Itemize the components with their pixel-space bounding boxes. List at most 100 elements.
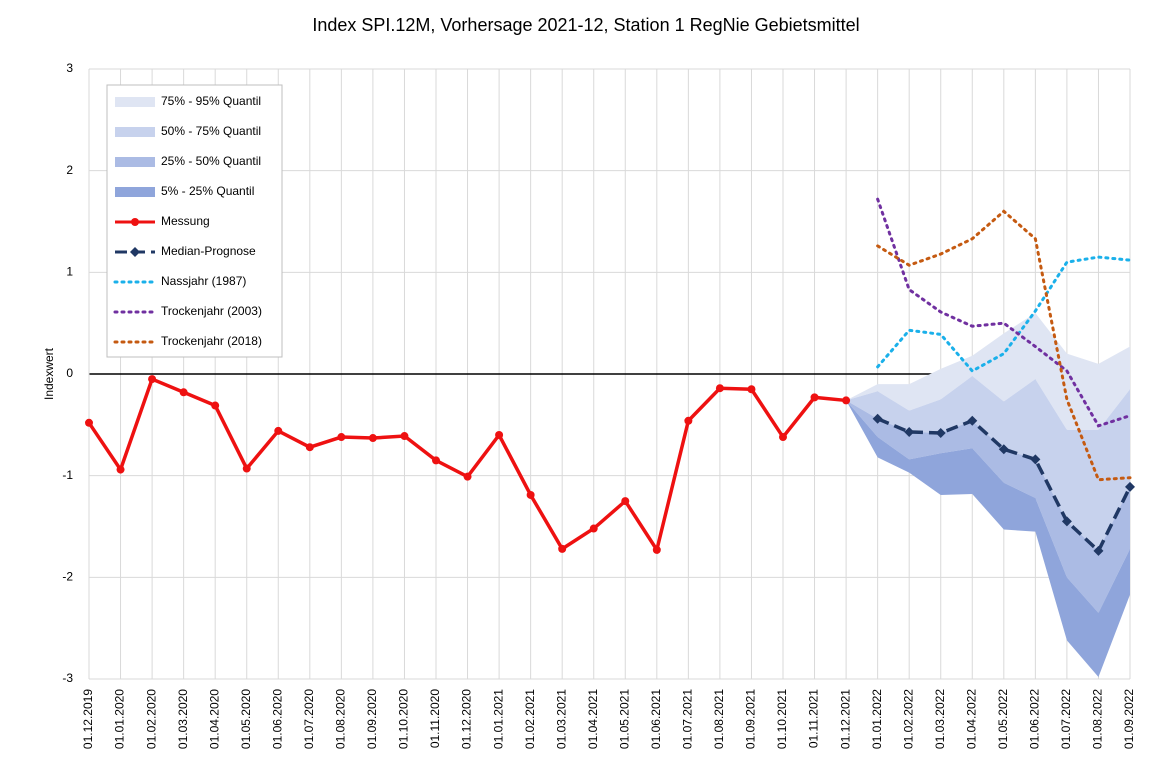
data-point	[967, 415, 978, 426]
x-tick-label: 01.03.2021	[554, 689, 568, 749]
data-point	[1125, 481, 1135, 492]
x-tick-label: 01.01.2022	[870, 689, 884, 749]
legend-label: 25% - 50% Quantil	[161, 154, 261, 168]
x-tick-label: 01.08.2021	[712, 689, 726, 749]
x-tick-label: 01.10.2020	[397, 689, 411, 749]
legend-label: Trockenjahr (2003)	[161, 304, 262, 318]
data-point	[495, 431, 504, 439]
legend-label: Trockenjahr (2018)	[161, 334, 262, 348]
x-tick-label: 01.04.2020	[207, 689, 221, 749]
legend-swatch	[115, 187, 155, 197]
x-tick-label: 01.03.2022	[933, 689, 947, 749]
data-point	[621, 497, 630, 506]
data-point	[747, 385, 756, 394]
legend-label: Median-Prognose	[161, 244, 256, 258]
data-point	[589, 524, 598, 533]
data-point	[432, 456, 440, 465]
x-tick-label: 01.11.2020	[428, 689, 442, 748]
data-point	[400, 432, 409, 441]
legend-marker	[131, 218, 139, 226]
x-tick-label: 01.08.2020	[334, 689, 348, 749]
data-point	[1030, 454, 1041, 465]
x-tick-label: 01.05.2022	[996, 689, 1010, 749]
data-point	[274, 426, 283, 435]
x-tick-label: 01.11.2021	[807, 689, 821, 748]
x-tick-label: 01.06.2021	[649, 689, 663, 749]
data-point	[1093, 545, 1104, 556]
legend-label: Messung	[161, 214, 210, 228]
data-point	[242, 464, 251, 473]
y-tick-label: -1	[62, 468, 73, 482]
chart-title: Index SPI.12M, Vorhersage 2021-12, Stati…	[312, 15, 859, 35]
data-point	[148, 375, 157, 384]
data-point	[872, 413, 883, 424]
x-tick-label: 01.01.2021	[491, 689, 505, 749]
series-line	[876, 209, 1132, 482]
data-point	[810, 393, 819, 402]
y-tick-label: -3	[62, 671, 73, 685]
legend-marker	[130, 247, 140, 257]
data-point	[179, 388, 188, 397]
data-point	[116, 465, 125, 474]
data-point	[305, 443, 314, 452]
legend: 75% - 95% Quantil 50% - 75% Quantil 25% - …	[106, 84, 283, 358]
x-tick-label: 01.09.2020	[365, 689, 379, 749]
x-tick-label: 01.05.2020	[239, 689, 253, 749]
data-point	[935, 427, 946, 438]
data-point	[463, 472, 472, 481]
data-point	[558, 544, 567, 553]
legend-swatch	[115, 97, 155, 107]
x-tick-label: 01.02.2021	[523, 689, 537, 749]
data-point	[526, 490, 535, 499]
y-tick-label: -2	[62, 570, 73, 584]
data-point	[842, 396, 851, 405]
data-point	[1061, 516, 1072, 527]
legend-swatch	[115, 127, 155, 137]
y-tick-label: 1	[66, 265, 73, 279]
data-point	[779, 433, 787, 442]
series-line	[876, 417, 1132, 554]
x-tick-label: 01.07.2020	[302, 689, 316, 749]
data-point	[85, 418, 93, 427]
x-tick-label: 01.07.2022	[1059, 689, 1073, 749]
legend-label: 75% - 95% Quantil	[161, 94, 261, 108]
x-tick-label: 01.12.2019	[81, 689, 95, 749]
x-tick-label: 01.03.2020	[176, 689, 190, 749]
data-point	[998, 444, 1009, 455]
x-tick-label: 01.04.2022	[964, 689, 978, 749]
y-axis-label: Indexwert	[42, 347, 56, 400]
data-point	[684, 416, 693, 425]
x-tick-label: 01.06.2020	[270, 689, 284, 749]
legend-label: 50% - 75% Quantil	[161, 124, 261, 138]
x-tick-label: 01.09.2022	[1122, 689, 1136, 749]
data-point	[368, 434, 377, 443]
x-tick-label: 01.02.2022	[901, 689, 915, 749]
x-tick-label: 01.09.2021	[744, 689, 758, 749]
legend-swatch	[115, 157, 155, 167]
x-tick-label: 01.07.2021	[681, 689, 695, 749]
y-tick-label: 2	[66, 163, 73, 177]
y-tick-label: 0	[66, 366, 73, 380]
quantile-band	[846, 400, 1130, 613]
data-point	[715, 384, 724, 393]
x-tick-label: 01.10.2021	[775, 689, 789, 749]
x-tick-label: 01.01.2020	[113, 689, 127, 749]
quantile-band	[846, 376, 1130, 551]
legend-label: Nassjahr (1987)	[161, 274, 246, 288]
data-point	[211, 401, 220, 410]
series-line	[876, 197, 1132, 428]
x-tick-label: 01.05.2021	[617, 689, 631, 749]
quantile-band	[846, 400, 1130, 677]
x-tick-label: 01.08.2022	[1091, 689, 1105, 749]
data-point	[337, 433, 346, 442]
series-line	[876, 255, 1132, 373]
x-tick-label: 01.06.2022	[1028, 689, 1042, 749]
x-tick-label: 01.04.2021	[586, 689, 600, 749]
x-tick-label: 01.12.2020	[460, 689, 474, 749]
x-tick-label: 01.12.2021	[838, 689, 852, 749]
quantile-band	[846, 313, 1130, 430]
y-tick-label: 3	[66, 61, 73, 75]
data-point	[904, 426, 915, 437]
legend-label: 5% - 25% Quantil	[161, 184, 254, 198]
